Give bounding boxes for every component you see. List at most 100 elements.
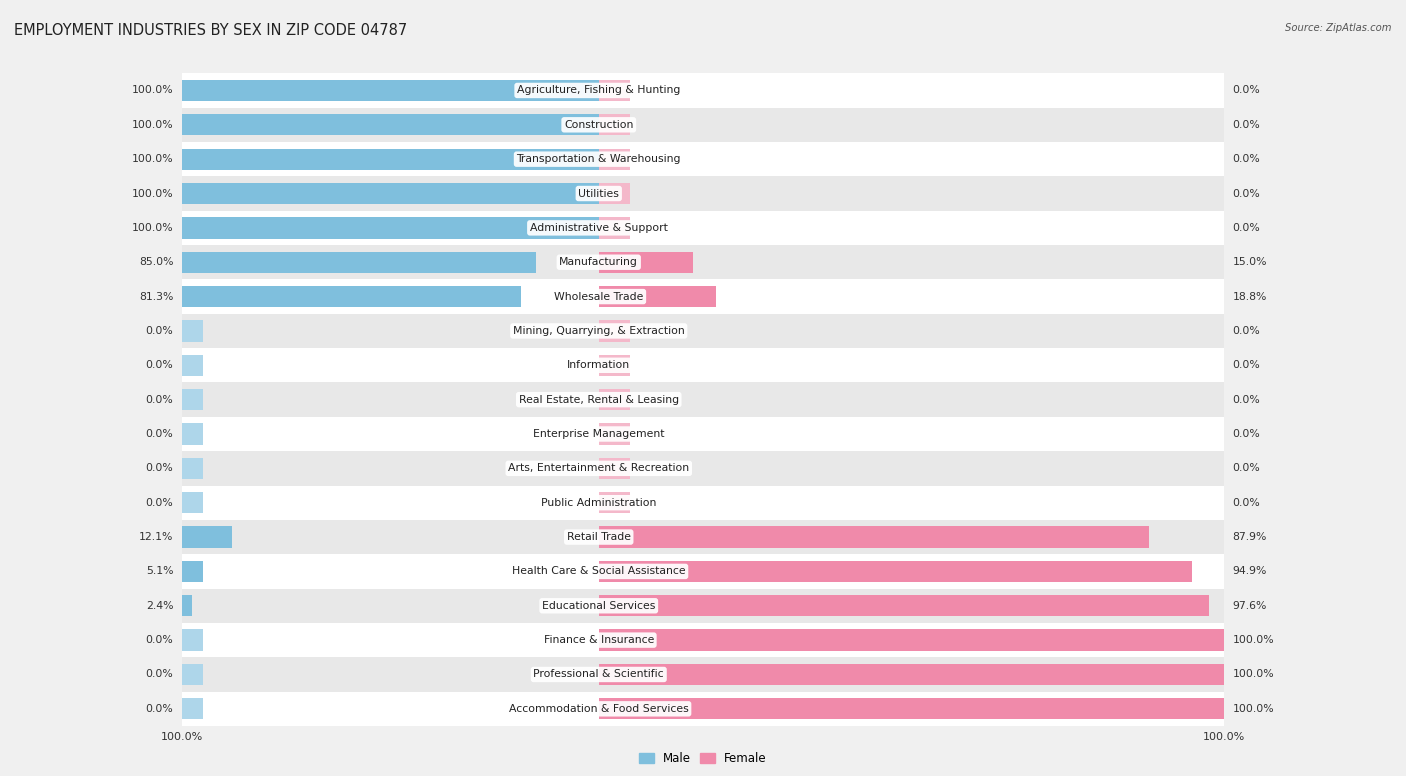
Text: 18.8%: 18.8% [1233, 292, 1267, 302]
Bar [181, 314, 1225, 348]
Legend: Male, Female: Male, Female [634, 747, 772, 770]
Bar [181, 595, 191, 616]
Bar [181, 486, 1225, 520]
Bar [181, 108, 1225, 142]
Text: 100.0%: 100.0% [132, 223, 173, 233]
Bar [181, 561, 202, 582]
Text: 100.0%: 100.0% [132, 85, 173, 95]
Text: 0.0%: 0.0% [146, 326, 173, 336]
Text: 97.6%: 97.6% [1233, 601, 1267, 611]
Text: 0.0%: 0.0% [146, 395, 173, 404]
Bar [181, 148, 599, 170]
Text: Accommodation & Food Services: Accommodation & Food Services [509, 704, 689, 714]
Bar [181, 183, 599, 204]
Bar [599, 458, 630, 479]
Bar [181, 251, 536, 273]
Bar [181, 73, 1225, 108]
Text: 0.0%: 0.0% [146, 670, 173, 680]
Bar [181, 424, 202, 445]
Text: 0.0%: 0.0% [1233, 463, 1260, 473]
Bar [181, 383, 1225, 417]
Text: 0.0%: 0.0% [146, 429, 173, 439]
Bar [181, 114, 599, 136]
Bar [599, 320, 630, 341]
Bar [181, 211, 1225, 245]
Text: 100.0%: 100.0% [1233, 704, 1274, 714]
Text: 100.0%: 100.0% [132, 154, 173, 165]
Bar [181, 691, 1225, 726]
Bar [599, 595, 1209, 616]
Bar [599, 492, 630, 514]
Text: Administrative & Support: Administrative & Support [530, 223, 668, 233]
Bar [181, 176, 1225, 211]
Text: Construction: Construction [564, 120, 634, 130]
Text: 2.4%: 2.4% [146, 601, 173, 611]
Bar [181, 663, 202, 685]
Bar [599, 80, 630, 101]
Text: EMPLOYMENT INDUSTRIES BY SEX IN ZIP CODE 04787: EMPLOYMENT INDUSTRIES BY SEX IN ZIP CODE… [14, 23, 408, 38]
Text: Real Estate, Rental & Leasing: Real Estate, Rental & Leasing [519, 395, 679, 404]
Text: 87.9%: 87.9% [1233, 532, 1267, 542]
Text: Utilities: Utilities [578, 189, 619, 199]
Bar [599, 698, 1225, 719]
Bar [181, 320, 202, 341]
Bar [181, 629, 202, 651]
Text: Wholesale Trade: Wholesale Trade [554, 292, 644, 302]
Bar [181, 458, 202, 479]
Text: Source: ZipAtlas.com: Source: ZipAtlas.com [1285, 23, 1392, 33]
Text: 0.0%: 0.0% [1233, 154, 1260, 165]
Bar [599, 286, 716, 307]
Bar [181, 492, 202, 514]
Text: 0.0%: 0.0% [1233, 223, 1260, 233]
Bar [181, 526, 232, 548]
Text: 0.0%: 0.0% [1233, 395, 1260, 404]
Bar [599, 114, 630, 136]
Bar [599, 424, 630, 445]
Text: 0.0%: 0.0% [1233, 429, 1260, 439]
Text: 0.0%: 0.0% [1233, 497, 1260, 508]
Bar [181, 657, 1225, 691]
Text: Arts, Entertainment & Recreation: Arts, Entertainment & Recreation [508, 463, 689, 473]
Bar [181, 698, 202, 719]
Text: Retail Trade: Retail Trade [567, 532, 631, 542]
Text: 0.0%: 0.0% [1233, 120, 1260, 130]
Text: Public Administration: Public Administration [541, 497, 657, 508]
Bar [599, 629, 1225, 651]
Bar [181, 389, 202, 411]
Bar [181, 554, 1225, 588]
Text: 5.1%: 5.1% [146, 566, 173, 577]
Text: Agriculture, Fishing & Hunting: Agriculture, Fishing & Hunting [517, 85, 681, 95]
Text: 94.9%: 94.9% [1233, 566, 1267, 577]
Text: 81.3%: 81.3% [139, 292, 173, 302]
Bar [181, 355, 202, 376]
Bar [599, 355, 630, 376]
Bar [599, 251, 693, 273]
Bar [599, 389, 630, 411]
Text: Finance & Insurance: Finance & Insurance [544, 635, 654, 645]
Bar [181, 348, 1225, 383]
Text: 0.0%: 0.0% [146, 497, 173, 508]
Text: Information: Information [567, 360, 630, 370]
Text: 0.0%: 0.0% [146, 635, 173, 645]
Text: 0.0%: 0.0% [1233, 85, 1260, 95]
Text: Mining, Quarrying, & Extraction: Mining, Quarrying, & Extraction [513, 326, 685, 336]
Bar [599, 217, 630, 238]
Text: Enterprise Management: Enterprise Management [533, 429, 665, 439]
Text: 12.1%: 12.1% [139, 532, 173, 542]
Text: 0.0%: 0.0% [1233, 189, 1260, 199]
Bar [181, 588, 1225, 623]
Bar [181, 623, 1225, 657]
Text: Manufacturing: Manufacturing [560, 257, 638, 267]
Bar [181, 451, 1225, 486]
Bar [599, 148, 630, 170]
Text: 15.0%: 15.0% [1233, 257, 1267, 267]
Text: 100.0%: 100.0% [132, 120, 173, 130]
Text: 0.0%: 0.0% [146, 704, 173, 714]
Bar [181, 245, 1225, 279]
Text: 100.0%: 100.0% [132, 189, 173, 199]
Text: Professional & Scientific: Professional & Scientific [533, 670, 664, 680]
Bar [181, 417, 1225, 451]
Text: 0.0%: 0.0% [1233, 360, 1260, 370]
Text: 0.0%: 0.0% [146, 463, 173, 473]
Bar [181, 217, 599, 238]
